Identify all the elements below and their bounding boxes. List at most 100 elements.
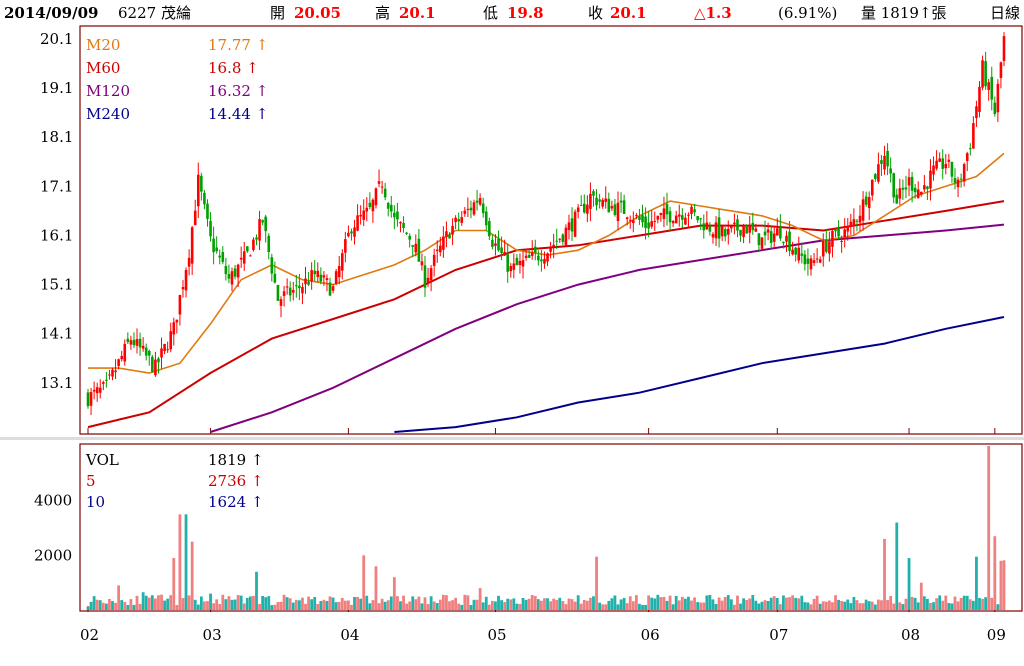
volume-bar [233, 599, 237, 610]
volume-bar [981, 598, 984, 610]
candle-up [616, 202, 620, 221]
volume-bar [794, 597, 798, 610]
candle-up [108, 374, 111, 376]
volume-bar [592, 596, 595, 610]
volume-bar [445, 595, 448, 610]
volume-bar [778, 604, 782, 610]
candle-down [622, 200, 626, 214]
volume-bar [527, 598, 531, 610]
candle-down [206, 203, 209, 219]
volume-bar [111, 601, 114, 610]
candle-up [445, 231, 448, 237]
volume-bar [886, 599, 889, 610]
volume-bar [123, 601, 127, 610]
candle-up [117, 359, 120, 366]
volume-bar [919, 582, 923, 610]
volume-bar [647, 595, 651, 610]
volume-bar [383, 601, 387, 610]
volume-bar [968, 599, 972, 610]
volume-bar [950, 603, 954, 610]
volume-bar [975, 556, 978, 610]
volume-bar [929, 602, 932, 610]
volume-legend-value: 2736 ↑ [208, 472, 264, 490]
volume-tick-label: 4000 [34, 492, 72, 510]
candle-down [880, 160, 883, 164]
candle-down [681, 215, 684, 220]
volume-bar [785, 597, 788, 610]
volume-bar [622, 597, 626, 610]
candle-up [947, 159, 951, 162]
volume-bar [518, 603, 522, 610]
volume-bar [215, 599, 219, 610]
candle-up [111, 369, 114, 377]
volume-bar [273, 604, 277, 610]
volume-bar [987, 446, 991, 610]
volume-bar [506, 598, 510, 610]
volume-bar [481, 602, 485, 610]
volume-bar [340, 597, 344, 610]
candlesticks [86, 32, 1006, 416]
volume-bar [169, 595, 173, 610]
candle-up [898, 188, 902, 199]
volume-axis-ticks: 4000 2000 [34, 492, 72, 565]
candle-up [509, 266, 513, 272]
candle-up [190, 227, 194, 264]
price-tick-label: 13.1 [40, 374, 73, 392]
candle-down [886, 150, 889, 167]
volume-bar [132, 604, 136, 610]
candle-down [417, 238, 421, 262]
candle-up [331, 286, 335, 291]
candle-up [714, 222, 718, 239]
volume-bar [910, 596, 914, 610]
candle-up [797, 247, 801, 261]
candle-down [959, 178, 963, 180]
candle-down [209, 221, 212, 237]
volume-bar [619, 599, 623, 610]
candle-up [965, 153, 969, 161]
volume-bar [806, 602, 810, 610]
volume-bar [674, 595, 678, 610]
volume-legend-name: 5 [86, 472, 96, 490]
ma60-line [87, 200, 1005, 429]
month-axis-ticks: 02 03 04 05 06 07 08 09 [80, 626, 1006, 644]
candle-down [255, 237, 258, 240]
month-tick-label: 05 [487, 626, 506, 644]
volume-bar [610, 598, 614, 610]
candle-down [328, 282, 332, 296]
volume-bar [297, 600, 301, 610]
volume-bar [524, 599, 528, 610]
candle-up [938, 158, 941, 162]
candle-down [595, 197, 598, 206]
volume-bar [392, 577, 396, 610]
candle-up [178, 295, 182, 315]
volume-bar [892, 603, 896, 610]
volume-bar [402, 595, 405, 610]
volume-tick-label: 2000 [34, 546, 72, 564]
volume-bar [775, 597, 779, 610]
volume-bar [227, 596, 231, 610]
candle-up [365, 207, 369, 212]
price-panel-frame [79, 25, 1023, 435]
volume-bar [212, 603, 216, 610]
candle-up [858, 215, 862, 223]
candle-down [500, 247, 503, 253]
month-tick-label: 04 [340, 626, 359, 644]
volume-bar [702, 602, 706, 610]
volume-bar [389, 596, 393, 610]
candle-down [270, 257, 274, 274]
candle-up [521, 260, 525, 267]
candle-down [307, 281, 310, 285]
candle-up [359, 214, 362, 217]
volume-bar [570, 599, 574, 610]
candle-down [993, 102, 997, 114]
candle-up [828, 241, 831, 254]
volume-bar [990, 597, 994, 610]
candle-up [160, 348, 163, 358]
candle-up [377, 181, 381, 184]
candle-up [353, 227, 356, 237]
candle-up [849, 221, 853, 227]
volume-bar [944, 595, 948, 610]
candle-down [147, 350, 151, 356]
header-change-pct: (6.91%) [778, 4, 837, 22]
volume-bar [429, 596, 433, 610]
